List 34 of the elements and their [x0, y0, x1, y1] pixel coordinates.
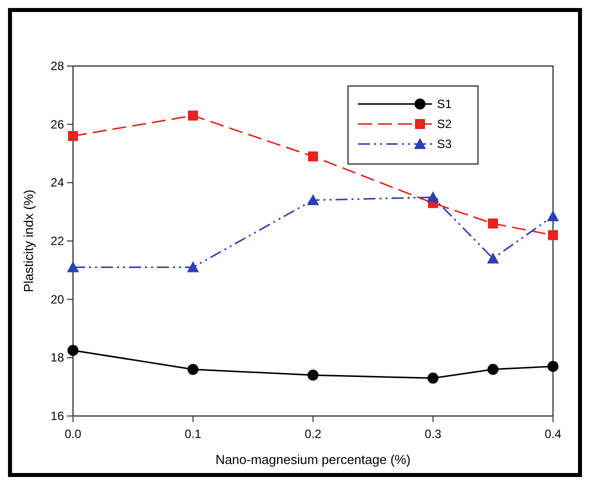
y-tick-label: 22 — [50, 234, 64, 248]
point — [308, 370, 318, 381]
y-tick-label: 26 — [50, 117, 64, 132]
y-axis-title: Plasticity indx (%) — [21, 190, 36, 292]
point — [68, 131, 78, 141]
point — [487, 252, 499, 264]
point — [68, 344, 78, 356]
point — [488, 364, 498, 375]
point — [488, 218, 498, 228]
x-tick-label: 0.3 — [424, 427, 442, 441]
point — [308, 151, 318, 162]
point — [307, 194, 319, 206]
x-tick-label: 0.4 — [544, 427, 562, 441]
point — [67, 261, 79, 272]
legend-label: S1 — [437, 97, 452, 111]
y-tick-label: 28 — [50, 59, 64, 73]
point — [428, 372, 438, 384]
y-tick-label: 18 — [50, 350, 64, 365]
point — [187, 261, 199, 272]
point — [427, 191, 439, 202]
x-tick-label: 0.1 — [184, 427, 202, 441]
x-axis-title: Nano-magnesium percentage (%) — [215, 452, 411, 467]
point — [548, 230, 558, 240]
y-tick-label: 16 — [50, 409, 64, 423]
point — [188, 364, 198, 375]
y-tick-label: 24 — [50, 176, 64, 190]
point — [188, 110, 198, 121]
legend-label: S2 — [437, 117, 452, 131]
x-tick-label: 0.2 — [304, 427, 322, 441]
x-tick-label: 0.0 — [64, 427, 82, 441]
point — [547, 210, 559, 222]
y-tick-label: 20 — [50, 292, 64, 306]
point — [548, 360, 558, 372]
legend-label: S3 — [437, 137, 452, 151]
